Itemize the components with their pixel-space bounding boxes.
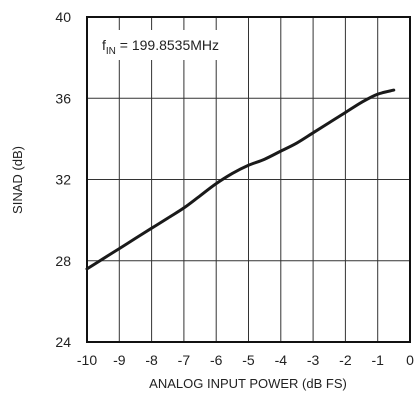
x-tick-labels: -10 -9 -8 -7 -6 -5 -4 -3 -2 -1 0: [77, 352, 414, 368]
x-tick-label: -5: [242, 352, 255, 368]
x-tick-label: -2: [339, 352, 352, 368]
annotation-suffix: = 199.8535MHz: [116, 37, 219, 53]
x-tick-label: -7: [178, 352, 191, 368]
y-tick-label: 24: [55, 334, 71, 350]
x-tick-label: -9: [113, 352, 126, 368]
x-tick-label: -1: [371, 352, 384, 368]
annotation-box: fIN = 199.8535MHz: [91, 30, 231, 60]
x-tick-label: -6: [210, 352, 223, 368]
y-tick-label: 32: [55, 172, 71, 188]
x-tick-label: -3: [307, 352, 320, 368]
x-tick-label: -4: [275, 352, 288, 368]
x-tick-label: -8: [145, 352, 158, 368]
annotation-subscript: IN: [106, 46, 116, 57]
annotation-background: [91, 30, 231, 60]
series-line: [85, 88, 396, 271]
x-tick-label: 0: [406, 352, 414, 368]
y-tick-labels: 24 28 32 36 40: [55, 9, 71, 350]
y-tick-label: 40: [55, 9, 71, 25]
plot-frame: [86, 16, 411, 343]
y-tick-label: 28: [55, 253, 71, 269]
y-tick-label: 36: [55, 90, 71, 106]
x-tick-label: -10: [77, 352, 97, 368]
annotation-text: fIN = 199.8535MHz: [102, 37, 219, 57]
y-axis-label: SINAD (dB): [10, 146, 25, 214]
annotation-prefix: f: [102, 37, 106, 53]
x-axis-label: ANALOG INPUT POWER (dB FS): [149, 376, 347, 391]
grid-lines: [87, 17, 410, 342]
